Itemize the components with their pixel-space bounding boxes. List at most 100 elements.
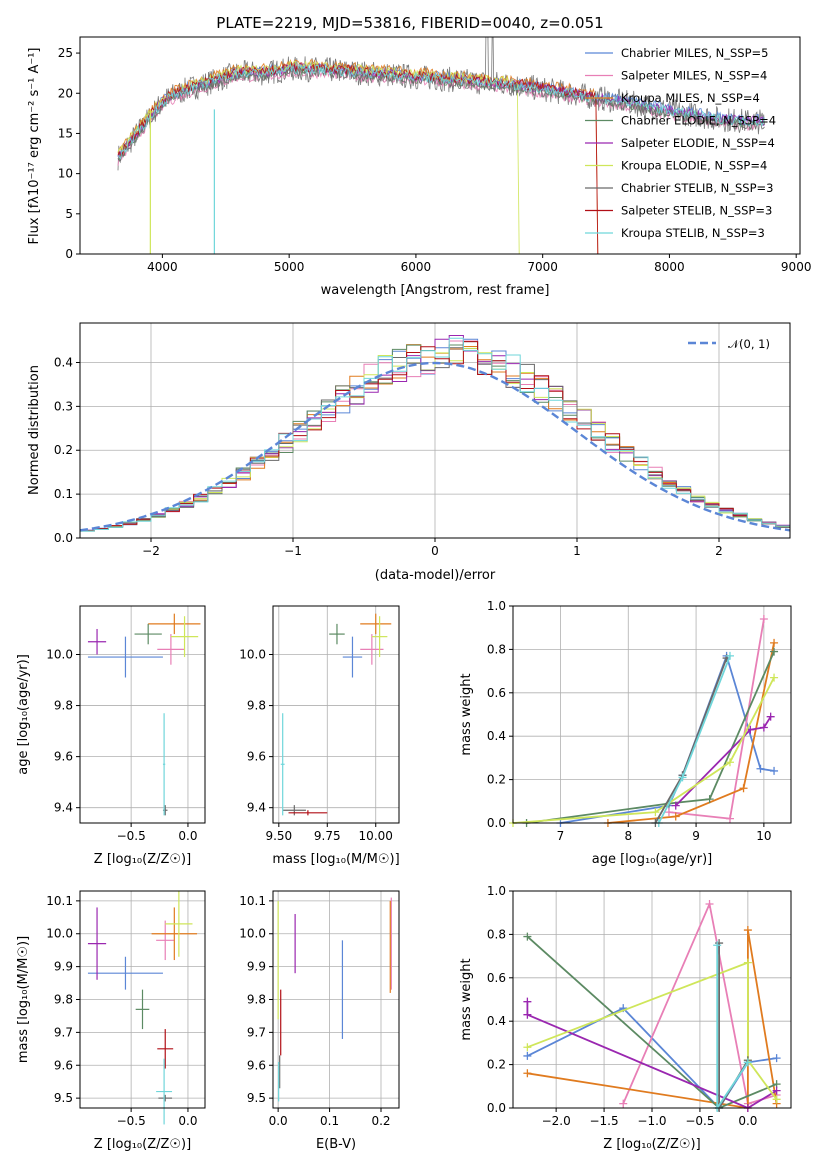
y-tick-label: 9.8: [247, 699, 266, 713]
y-tick-label: 10: [58, 167, 73, 181]
x-tick-label: −1.5: [589, 1114, 618, 1128]
mass-weight-marker: [770, 673, 779, 682]
mass-weight-marker: [671, 812, 680, 821]
mass-weight-marker: [725, 758, 734, 767]
y-tick-label: 10.0: [239, 648, 266, 662]
y-tick-label: 1.0: [487, 599, 506, 613]
panel-x-axis-label: Z [log₁₀(Z/Z☉)]: [94, 1137, 191, 1152]
mass-weight-marker: [713, 941, 722, 950]
mass-weight-marker: [523, 1043, 532, 1052]
spectrum-plot-frame: [79, 36, 801, 255]
mass-weight-marker: [671, 801, 680, 810]
legend-entry-label: Chabrier STELIB, N_SSP=3: [621, 181, 773, 195]
y-tick-label: 0.0: [54, 531, 73, 545]
legend-entry-label: Kroupa STELIB, N_SSP=3: [621, 226, 765, 240]
y-tick-label: 0.0: [487, 816, 506, 830]
y-tick-label: 9.6: [247, 1058, 266, 1072]
histogram-plot-frame: [79, 322, 791, 539]
mass-weight-marker: [739, 784, 748, 793]
x-tick-label: 0.1: [320, 1114, 339, 1128]
panel-4-frame: [512, 605, 792, 824]
x-tick-label: 1: [573, 544, 581, 558]
mass-weight-marker: [756, 764, 765, 773]
x-tick-label: 0.0: [738, 1114, 757, 1128]
x-tick-label: −0.5: [117, 829, 146, 843]
y-tick-label: 0.2: [487, 773, 506, 787]
panel-y-axis-label: mass weight: [459, 958, 474, 1040]
mass-weight-marker: [523, 932, 532, 941]
x-tick-label: 7: [557, 829, 565, 843]
mass-weight-marker: [770, 638, 779, 647]
panel-7-frame: [512, 890, 792, 1109]
x-tick-label: 6000: [401, 260, 432, 274]
x-tick-label: 10.00: [359, 829, 393, 843]
mass-weight-line: [675, 716, 772, 807]
panel-5-frame: [79, 890, 206, 1109]
y-tick-label: 9.4: [247, 801, 266, 815]
mass-weight-marker: [651, 808, 660, 817]
y-tick-label: 10.0: [46, 927, 73, 941]
mass-weight-marker: [725, 651, 734, 660]
y-tick-label: 1.0: [487, 884, 506, 898]
x-tick-label: −2.0: [542, 1114, 571, 1128]
y-tick-label: 9.8: [54, 993, 73, 1007]
y-tick-label: 10.0: [239, 927, 266, 941]
histogram-y-axis-label: Normed distribution: [27, 365, 42, 495]
legend-entry-label: Chabrier MILES, N_SSP=5: [621, 46, 768, 60]
y-tick-label: 9.8: [54, 699, 73, 713]
mass-weight-marker: [725, 814, 734, 823]
mass-weight-marker: [772, 1095, 781, 1104]
y-tick-label: 9.6: [54, 750, 73, 764]
y-tick-label: 9.7: [247, 1025, 266, 1039]
x-tick-label: 0.0: [269, 1114, 288, 1128]
panel-6-frame: [272, 890, 400, 1109]
y-tick-label: 0.3: [54, 399, 73, 413]
y-tick-label: 9.9: [54, 960, 73, 974]
mass-weight-marker: [759, 615, 768, 624]
x-tick-label: −1.0: [637, 1114, 666, 1128]
panel-y-axis-label: mass [log₁₀(M/M☉)]: [16, 936, 31, 1063]
mass-weight-marker: [770, 647, 779, 656]
mass-weight-marker: [743, 926, 752, 935]
mass-weight-marker: [772, 1086, 781, 1095]
mass-weight-marker: [743, 958, 752, 967]
mass-weight-marker: [759, 723, 768, 732]
legend-entry-label: Salpeter ELODIE, N_SSP=4: [621, 136, 775, 150]
y-tick-label: 9.4: [54, 801, 73, 815]
residual-histogram-step: [80, 337, 790, 533]
legend-entry-label: Kroupa ELODIE, N_SSP=4: [621, 159, 767, 173]
y-tick-label: 0.6: [487, 971, 506, 985]
y-tick-label: 10.1: [239, 894, 266, 908]
legend-entry-label: Kroupa MILES, N_SSP=4: [621, 91, 760, 105]
x-tick-label: 0.0: [178, 829, 197, 843]
y-tick-label: 9.7: [54, 1025, 73, 1039]
y-tick-label: 0.4: [487, 729, 506, 743]
y-tick-label: 0.1: [54, 487, 73, 501]
spectrum-y-axis-label: Flux [fλ10⁻¹⁷ erg cm⁻² s⁻¹ A⁻¹]: [27, 48, 42, 245]
x-tick-label: 7000: [527, 260, 558, 274]
mass-weight-line: [668, 618, 765, 820]
mass-weight-marker: [705, 900, 714, 909]
y-tick-label: 0.4: [54, 355, 73, 369]
panel-x-axis-label: Z [log₁₀(Z/Z☉)]: [603, 1137, 700, 1152]
y-tick-label: 0: [65, 247, 73, 261]
y-tick-label: 0.8: [487, 927, 506, 941]
y-tick-label: 9.9: [247, 960, 266, 974]
spectrum-x-axis-label: wavelength [Angstrom, rest frame]: [321, 283, 550, 298]
x-tick-label: −0.5: [117, 1114, 146, 1128]
mass-weight-marker: [523, 1051, 532, 1060]
legend-entry-label: Salpeter STELIB, N_SSP=3: [621, 204, 772, 218]
x-tick-label: 0.0: [178, 1114, 197, 1128]
x-tick-label: 8: [624, 829, 632, 843]
y-tick-label: 9.6: [247, 750, 266, 764]
spectrum-area: [117, 37, 765, 254]
panel-y-axis-label: age [log₁₀(age/yr)]: [16, 654, 31, 775]
panel-2-frame: [79, 605, 206, 824]
x-tick-label: 4000: [147, 260, 178, 274]
y-tick-label: 5: [65, 207, 73, 221]
y-tick-label: 0.4: [487, 1014, 506, 1028]
mass-weight-marker: [664, 808, 673, 817]
y-tick-label: 0.2: [54, 443, 73, 457]
y-tick-label: 0.0: [487, 1101, 506, 1115]
